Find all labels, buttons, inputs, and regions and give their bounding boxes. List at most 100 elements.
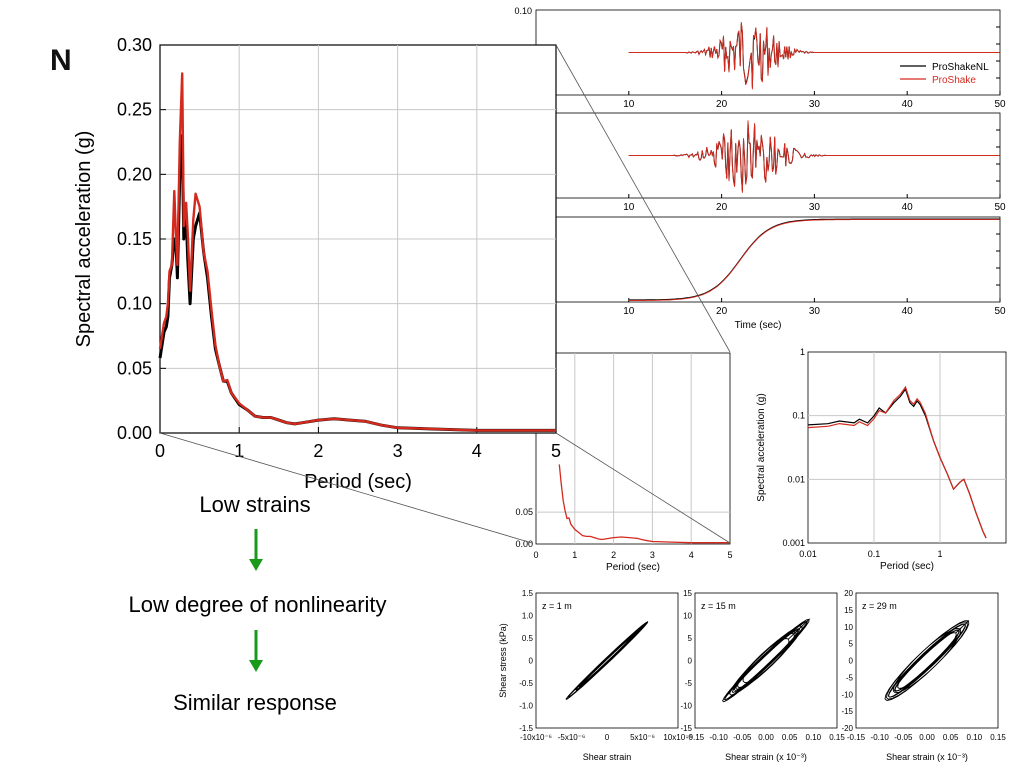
x-tick-label: 0 (533, 550, 538, 560)
x-tick-label: 0.05 (782, 733, 798, 742)
y-axis-label: Spectral acceleration (g) (73, 131, 95, 348)
x-tick-label: -0.10 (710, 733, 729, 742)
x-tick-label: 0.00 (919, 733, 935, 742)
x-tick-label: -0.05 (733, 733, 752, 742)
x-tick-label: 0 (605, 733, 610, 742)
y-tick-label: 0 (688, 657, 693, 666)
x-tick-label: 30 (809, 99, 821, 110)
series-proshake (628, 120, 1000, 193)
legend-label: ProShake (932, 75, 976, 86)
velocity-history-chart: 10 20 30 40 50 (535, 112, 1006, 213)
x-tick-label: -0.15 (686, 733, 705, 742)
x-tick-label: 3 (393, 441, 403, 461)
x-axis-label: Period (sec) (880, 561, 934, 572)
series-proshake (807, 385, 987, 539)
x-tick-label: 10x10⁻⁶ (663, 733, 692, 742)
y-tick-label: 0 (849, 657, 854, 666)
plot-area (694, 592, 838, 729)
x-tick-label: 0.05 (943, 733, 959, 742)
x-tick-label: 1 (937, 549, 942, 559)
y-tick-label: 0.30 (117, 35, 152, 55)
x-tick-label: 40 (902, 202, 914, 213)
x-tick-label: 0.10 (806, 733, 822, 742)
x-tick-label: 4 (472, 441, 482, 461)
y-tick-label: -20 (841, 724, 853, 733)
x-tick-label: 20 (716, 99, 728, 110)
x-tick-label: 1 (234, 441, 244, 461)
y-tick-label: 0 (529, 657, 534, 666)
y-tick-label: 0.25 (117, 100, 152, 120)
y-tick-label: 0.05 (117, 358, 152, 378)
x-tick-label: 10 (623, 306, 635, 317)
slide-title: N (50, 44, 72, 77)
y-tick-label: 10 (683, 612, 692, 621)
x-tick-label: 20 (716, 306, 728, 317)
y-tick-label: 5 (688, 634, 693, 643)
legend (894, 56, 994, 86)
y-tick-label: 0.10 (117, 294, 152, 314)
series-proshake (558, 464, 730, 544)
arrow-down-icon (249, 630, 263, 672)
y-tick-label: 0.15 (117, 229, 152, 249)
y-tick-label: -15 (680, 724, 692, 733)
x-tick-label: 0 (155, 441, 165, 461)
acceleration-history-chart: 10 20 30 40 50 0.10 ProShakeNL ProShake (514, 6, 1006, 110)
x-axis-label: Period (sec) (606, 562, 660, 573)
x-axis-label: Period (sec) (304, 471, 412, 493)
x-tick-label: 0.10 (967, 733, 983, 742)
legend-label: ProShakeNL (932, 62, 989, 73)
x-tick-label: 30 (809, 202, 821, 213)
y-tick-label: 0.00 (515, 539, 533, 549)
y-tick-label: 0.001 (782, 538, 805, 548)
x-tick-label: 20 (716, 202, 728, 213)
y-tick-label: 10 (844, 623, 853, 632)
x-tick-label: 3 (650, 550, 655, 560)
x-tick-label: -10x10⁻⁶ (520, 733, 552, 742)
bullet-low-nonlinearity: Low degree of nonlinearity (128, 592, 387, 617)
x-tick-label: 10 (623, 202, 635, 213)
y-tick-label: 0.1 (792, 411, 805, 421)
y-tick-label: -1.5 (519, 724, 533, 733)
time-history-panel: 10 20 30 40 50 0.10 ProShakeNL ProShake 10 20 30 4… (514, 6, 1006, 331)
zoom-connector (555, 432, 731, 544)
x-tick-label: 2 (611, 550, 616, 560)
x-tick-label: 0.00 (758, 733, 774, 742)
y-tick-label: -5 (685, 679, 693, 688)
y-tick-label: -0.5 (519, 679, 533, 688)
plot-area (807, 351, 1007, 544)
y-axis-label: Shear stress (kPa) (498, 623, 508, 698)
y-tick-label: 20 (844, 589, 853, 598)
x-tick-label: 30 (809, 306, 821, 317)
y-tick-label: 0.00 (117, 423, 152, 443)
x-tick-label: 40 (902, 99, 914, 110)
y-tick-label: 0.10 (514, 6, 532, 16)
y-tick-label: 0.20 (117, 164, 152, 184)
x-tick-label: 40 (902, 306, 914, 317)
y-tick-label: 1 (800, 347, 805, 357)
arrow-down-icon (249, 529, 263, 571)
zoom-connector (159, 432, 533, 544)
hysteresis-loop (884, 620, 970, 701)
zoom-spectrum-panel: 0 1 2 3 4 5 0.05 0.00 Period (sec) (515, 352, 733, 573)
bullet-low-strains: Low strains (199, 492, 311, 517)
y-tick-label: 15 (844, 606, 853, 615)
x-axis-label: Shear strain (x 10⁻³) (725, 752, 807, 762)
x-tick-label: 5 (551, 441, 561, 461)
x-tick-label: -0.15 (847, 733, 866, 742)
x-tick-label: 10 (623, 99, 635, 110)
series-proshakenl (628, 218, 1000, 301)
x-tick-label: 5 (727, 550, 732, 560)
x-tick-label: 1 (572, 550, 577, 560)
hysteresis-loop (722, 618, 811, 703)
y-tick-label: -1.0 (519, 702, 533, 711)
x-tick-label: 50 (994, 306, 1006, 317)
hysteresis-loop (565, 621, 649, 700)
x-tick-label: -5x10⁻⁶ (558, 733, 586, 742)
series-proshake (158, 72, 556, 432)
main-spectrum-chart: 0 1 2 3 4 5 0.00 0.05 0.10 0.15 0.20 0.25 0.30 Period… (73, 35, 731, 544)
x-tick-label: 0.15 (829, 733, 845, 742)
y-tick-label: -10 (680, 702, 692, 711)
plot-area (855, 592, 999, 729)
depth-annotation: z = 15 m (701, 601, 736, 611)
